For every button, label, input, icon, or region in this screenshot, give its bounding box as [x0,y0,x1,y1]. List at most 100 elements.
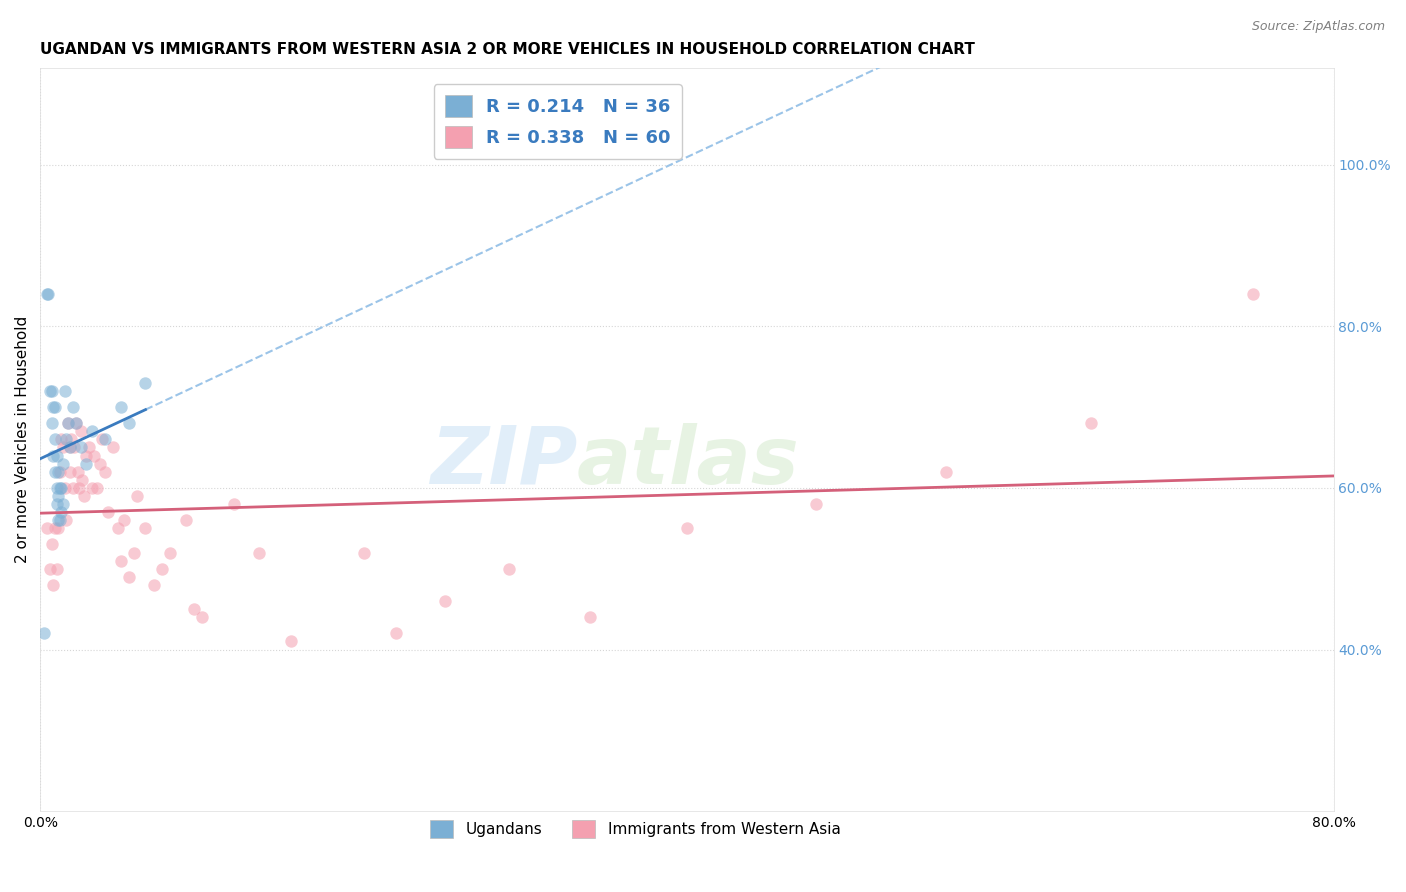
Point [45,449,67,463]
Point [46,489,69,503]
Point [55,513,77,527]
Point [247,545,270,559]
Point [41,384,63,398]
Point [46,521,69,535]
Text: UGANDAN VS IMMIGRANTS FROM WESTERN ASIA 2 OR MORE VEHICLES IN HOUSEHOLD CORRELAT: UGANDAN VS IMMIGRANTS FROM WESTERN ASIA … [41,42,976,57]
Point [142,578,165,592]
Point [65,416,87,430]
Point [45,481,67,495]
Point [39,384,62,398]
Point [35,521,58,535]
Point [56,416,79,430]
Point [676,521,699,535]
Point [224,497,246,511]
Point [385,626,408,640]
Point [53,384,76,398]
Point [280,634,302,648]
Point [44,400,66,414]
Point [77,441,100,455]
Point [37,287,59,301]
Point [62,400,84,414]
Text: Source: ZipAtlas.com: Source: ZipAtlas.com [1251,20,1385,33]
Y-axis label: 2 or more Vehicles in Household: 2 or more Vehicles in Household [15,316,30,563]
Point [353,545,375,559]
Point [191,610,214,624]
Point [46,465,69,479]
Text: atlas: atlas [576,423,800,500]
Point [41,537,63,551]
Point [107,521,129,535]
Point [66,465,89,479]
Point [42,449,65,463]
Point [49,465,72,479]
Point [183,602,205,616]
Point [32,626,55,640]
Point [62,481,84,495]
Point [52,457,75,471]
Point [118,416,141,430]
Point [75,449,97,463]
Point [935,465,957,479]
Point [127,489,149,503]
Point [52,497,75,511]
Point [53,481,76,495]
Point [134,521,156,535]
Point [110,400,132,414]
Point [69,425,91,439]
Point [44,433,66,447]
Point [51,505,73,519]
Point [41,416,63,430]
Point [118,570,141,584]
Point [498,562,520,576]
Point [174,513,197,527]
Point [63,441,86,455]
Point [58,441,80,455]
Point [42,400,65,414]
Point [69,441,91,455]
Point [122,545,145,559]
Point [433,594,456,608]
Point [56,416,79,430]
Point [90,433,112,447]
Text: ZIP: ZIP [430,423,576,500]
Point [89,457,111,471]
Point [44,521,66,535]
Point [82,481,104,495]
Point [114,513,136,527]
Point [73,489,96,503]
Point [110,554,132,568]
Point [42,578,65,592]
Point [60,433,83,447]
Point [45,497,67,511]
Point [46,513,69,527]
Point [150,562,173,576]
Point [39,562,62,576]
Point [49,513,72,527]
Point [1080,416,1102,430]
Point [51,433,73,447]
Point [134,376,156,390]
Point [51,481,73,495]
Point [579,610,602,624]
Point [67,481,90,495]
Legend: Ugandans, Immigrants from Western Asia: Ugandans, Immigrants from Western Asia [423,814,846,845]
Point [82,425,104,439]
Point [159,545,181,559]
Point [94,433,117,447]
Point [806,497,828,511]
Point [75,457,97,471]
Point [44,465,66,479]
Point [94,465,117,479]
Point [83,449,105,463]
Point [97,505,120,519]
Point [101,441,124,455]
Point [35,287,58,301]
Point [1241,287,1264,301]
Point [58,441,80,455]
Point [55,433,77,447]
Point [58,465,80,479]
Point [72,473,94,487]
Point [86,481,108,495]
Point [45,562,67,576]
Point [49,481,72,495]
